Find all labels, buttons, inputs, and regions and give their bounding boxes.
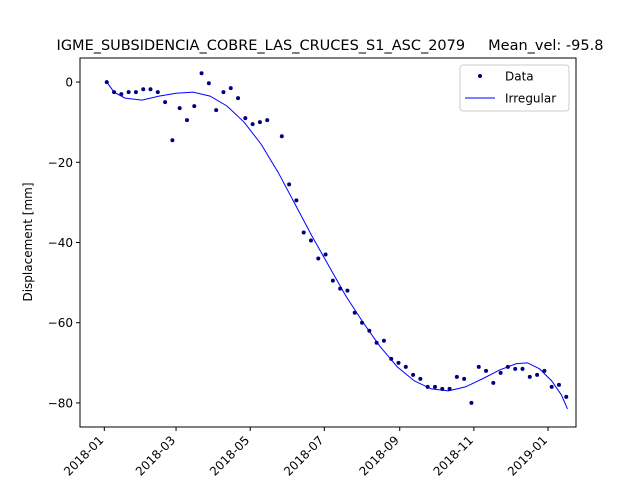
data-point [214,108,219,113]
data-point [133,90,138,95]
data-point [221,90,226,95]
data-point [491,380,496,385]
data-point [432,384,437,389]
data-point [505,364,510,369]
y-axis-label: Displacement [mm] [21,182,35,301]
data-point [287,182,292,187]
data-point [148,87,153,92]
data-point [323,252,328,257]
data-point [257,120,262,125]
data-point [476,364,481,369]
data-point [265,118,270,123]
legend-marker-data [478,74,482,78]
data-point [206,81,211,86]
data-point [192,104,197,109]
data-point [177,106,182,111]
data-point [513,366,518,371]
data-point [345,288,350,293]
data-point [301,230,306,235]
data-point [564,394,569,399]
data-point [228,86,233,91]
data-point [418,376,423,381]
y-tick-label: −40 [48,236,73,250]
data-point [556,382,561,387]
y-tick-label: 0 [65,76,73,90]
data-point [374,340,379,345]
data-point [163,100,168,105]
legend: Data Irregular [459,64,570,112]
data-point [462,376,467,381]
data-point [184,118,189,123]
data-point [316,256,321,261]
data-point [498,370,503,375]
data-point [338,286,343,291]
y-tick-label: −80 [48,396,73,410]
data-point [396,360,401,365]
y-tick-label: −20 [48,156,73,170]
data-point [527,374,532,379]
data-point [484,368,489,373]
legend-label: Data [505,70,534,84]
data-point [330,278,335,283]
data-point [119,92,124,97]
data-point [236,96,241,101]
data-point [352,310,357,315]
data-point [112,90,117,95]
data-point [294,198,299,203]
data-point [360,320,365,325]
data-point [389,356,394,361]
data-point [520,366,525,371]
data-point [243,116,248,121]
data-point [440,386,445,391]
data-point [367,328,372,333]
data-point [447,386,452,391]
data-point [403,364,408,369]
data-point [542,368,547,373]
data-point [469,400,474,405]
legend-box [459,64,570,112]
data-point [199,71,204,76]
data-point [308,238,313,243]
data-point [279,134,284,139]
data-point [411,372,416,377]
data-point [250,122,255,127]
data-point [170,138,175,143]
data-point [104,80,109,85]
series-line-irregular [106,81,568,410]
chart-title: IGME_SUBSIDENCIA_COBRE_LAS_CRUCES_S1_ASC… [57,38,604,54]
data-point [155,90,160,95]
data-point [381,338,386,343]
data-point [425,384,430,389]
data-point [549,384,554,389]
data-point [141,87,146,92]
data-point [535,372,540,377]
data-point [454,374,459,379]
y-tick-label: −60 [48,316,73,330]
legend-label: Irregular [505,92,556,106]
data-point [126,90,131,95]
